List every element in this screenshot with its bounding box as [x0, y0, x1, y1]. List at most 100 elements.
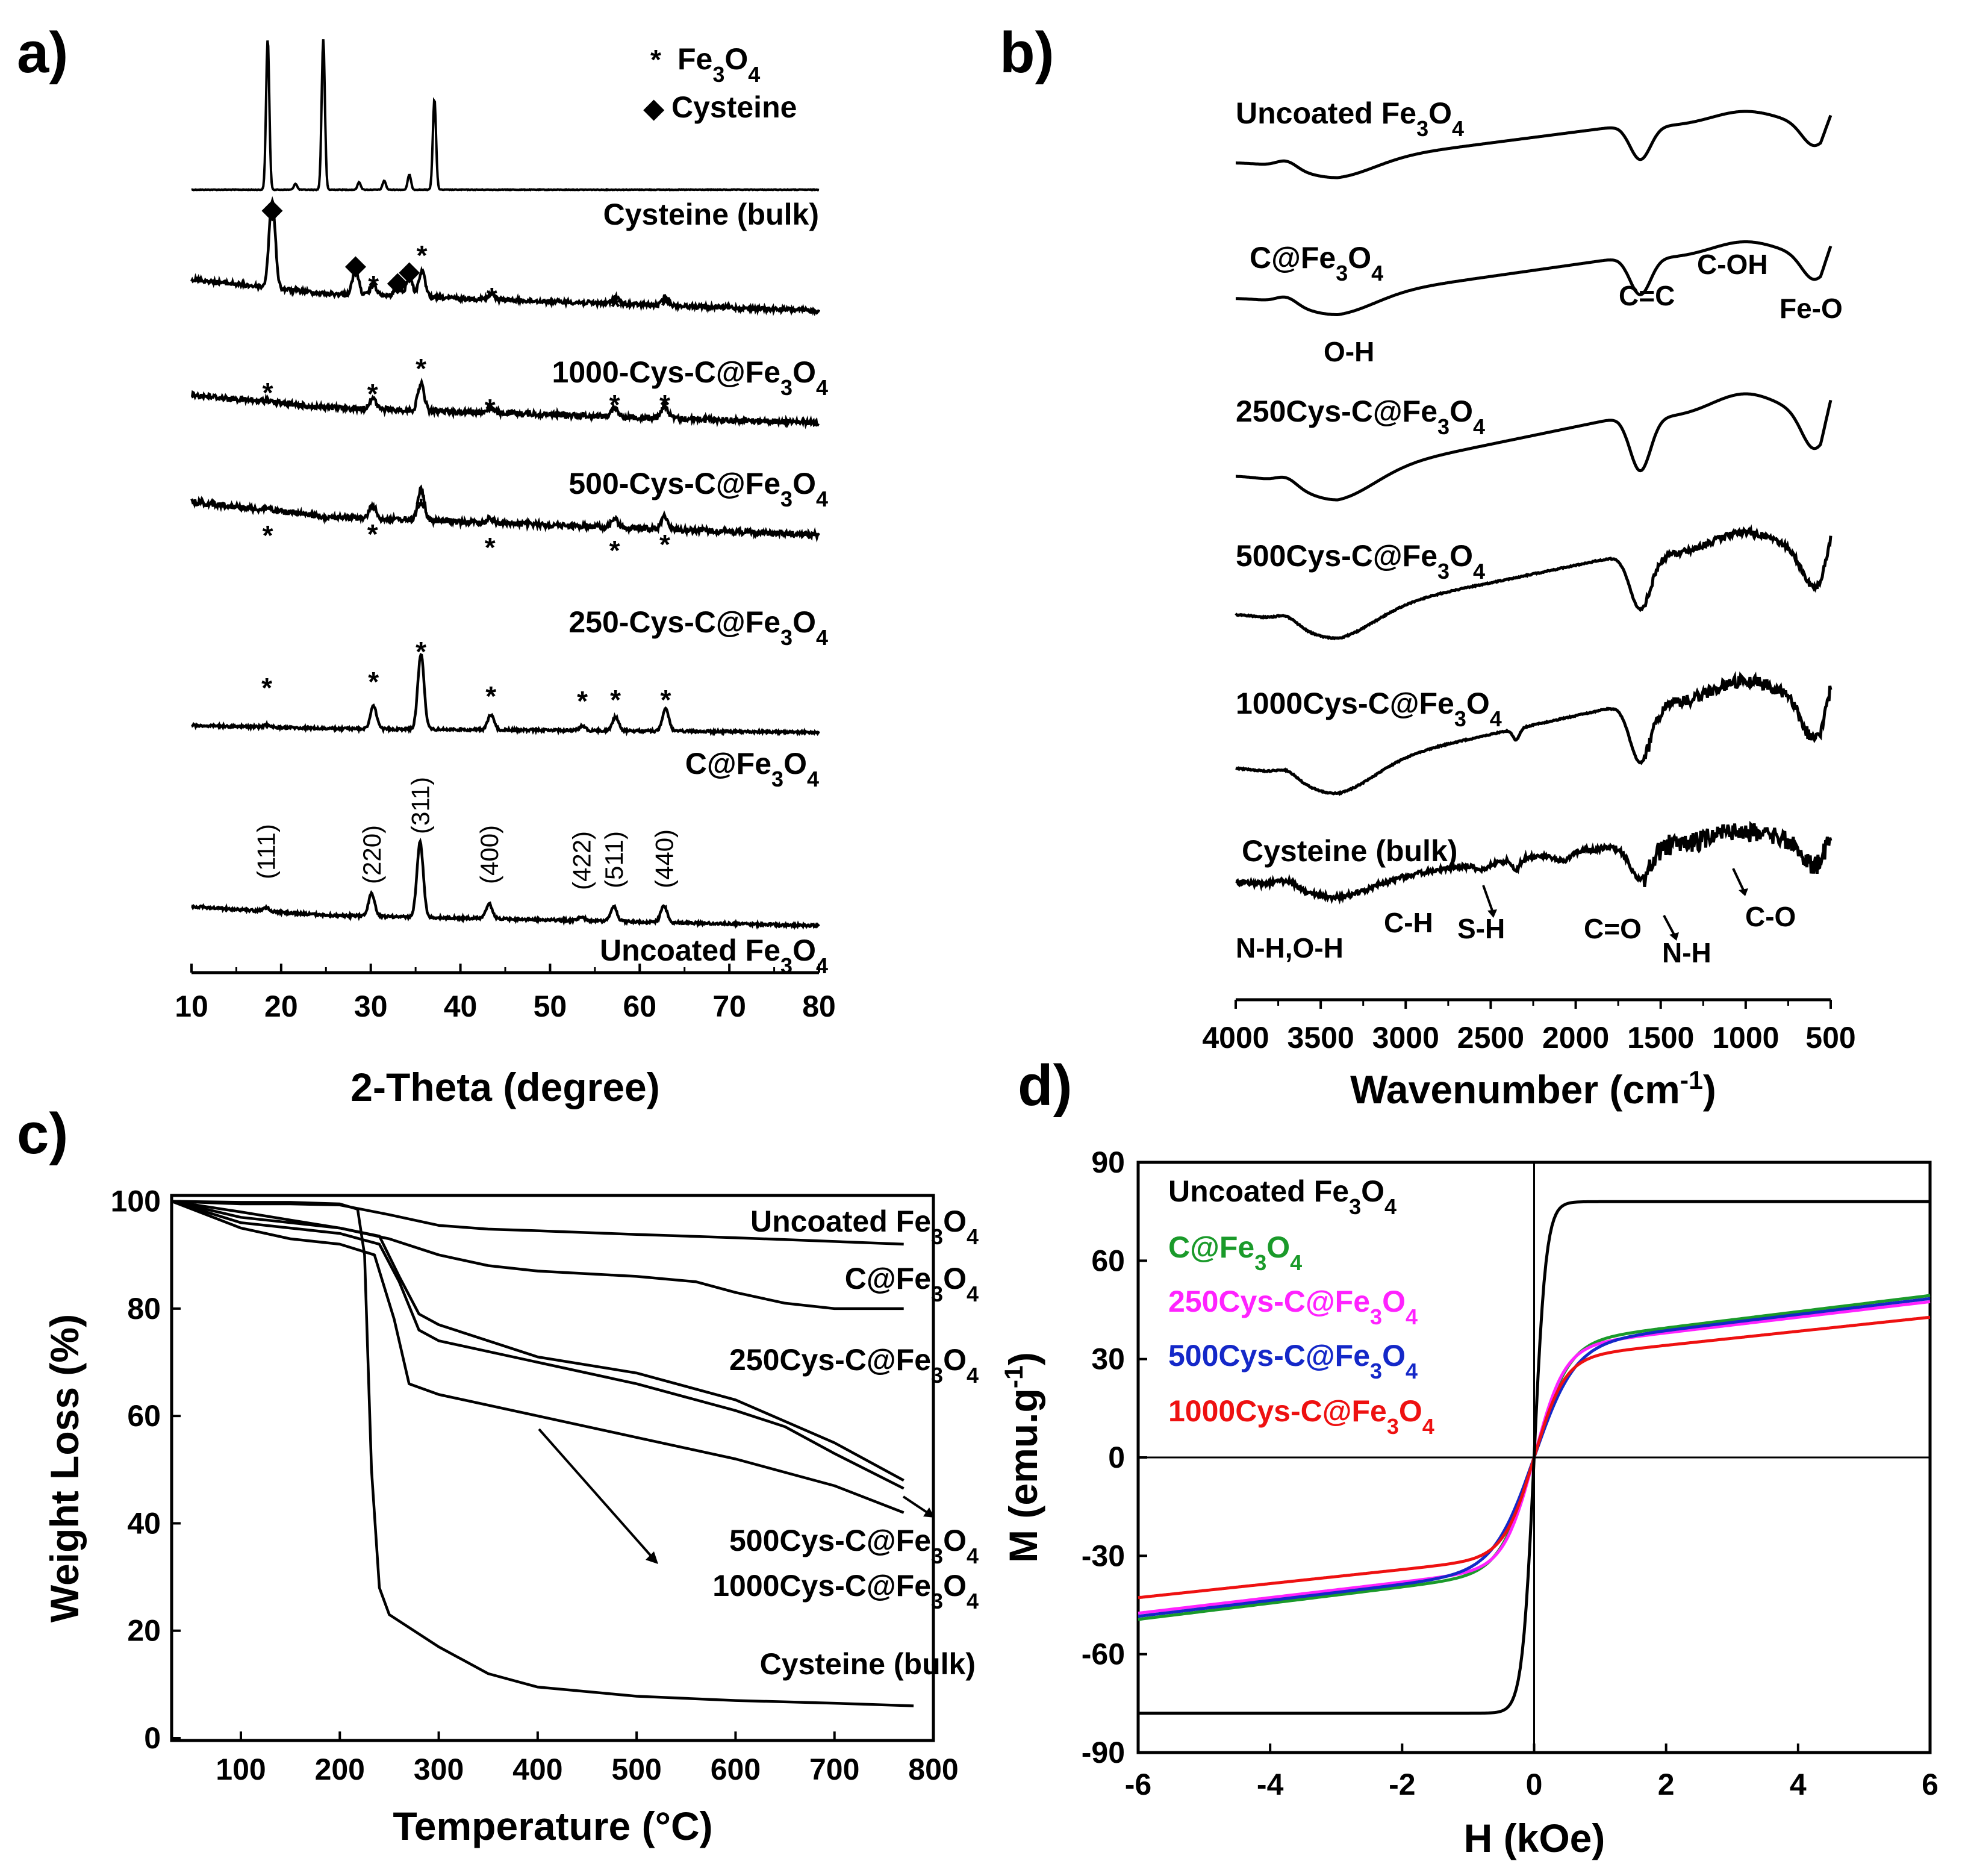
xrd-miller-label: (400)	[475, 825, 503, 884]
vsm-y-tick-label: -90	[1082, 1736, 1125, 1769]
tga-arrow-500	[902, 1495, 932, 1516]
ftir-label-1000cys: 1000Cys-C@Fe3O4	[1236, 687, 1502, 731]
xrd-legend: * Fe3O4 ◆ Cysteine	[643, 42, 797, 124]
tga-panel: 100 200 300 400 500 600 700 800 0 20 40 60 80 100 Te…	[42, 1185, 979, 1848]
xrd-fe3o4-star: *	[367, 378, 378, 410]
xrd-miller-label: (422)	[568, 831, 596, 890]
tga-x-axis-label: Temperature (°C)	[393, 1804, 712, 1848]
tga-series-labels: Uncoated Fe3O4 C@Fe3O4 250Cys-C@Fe3O4 50…	[712, 1204, 979, 1681]
xrd-peak-marks: *** * ** *** * ** *** * ** *** * * *◆◆◆◆	[261, 193, 671, 717]
ftir-x-tick-label: 500	[1805, 1021, 1855, 1055]
legend-fe3o4-text: Fe3O4	[677, 42, 760, 87]
ftir-ann-co: C=O	[1584, 913, 1642, 944]
ftir-band-annotations: O-H C=C C-OH Fe-O N-H,O-H C-H S-H C=O N-…	[1236, 249, 1843, 968]
xrd-x-tick-label: 40	[444, 989, 478, 1023]
panel-a-letter: a)	[17, 20, 68, 85]
tga-label-1000cys: 1000Cys-C@Fe3O4	[712, 1569, 979, 1613]
tga-y-tick-label: 0	[144, 1721, 161, 1755]
xrd-fe3o4-star: *	[609, 535, 620, 566]
xrd-fe3o4-star: *	[261, 672, 272, 703]
xrd-x-tick-label: 10	[175, 989, 208, 1023]
vsm-y-ticks: -90 -60 -30 0 30 60 90	[1082, 1145, 1147, 1769]
tga-y-ticks: 0 20 40 60 80 100	[111, 1185, 181, 1755]
legend-diamond-marker: ◆	[643, 92, 665, 123]
vsm-y-tick-label: 0	[1108, 1441, 1125, 1474]
ftir-x-ticks: 4000 3500 3000 2500 2000 1500 1000 500	[1202, 1000, 1856, 1055]
xrd-miller-indices: (111) (220) (311) (400) (422) (511) (440)	[252, 777, 679, 890]
tga-trace	[171, 1200, 904, 1246]
xrd-label-c-fe3o4: C@Fe3O4	[685, 747, 819, 791]
ftir-ann-coh: C-OH	[1697, 249, 1768, 280]
ftir-x-tick-label: 2000	[1542, 1021, 1609, 1055]
xrd-fe3o4-star: *	[416, 493, 426, 524]
tga-plot-frame	[170, 1194, 935, 1742]
tga-x-ticks: 100 200 300 400 500 600 700 800	[216, 1731, 959, 1786]
tga-x-tick-label: 300	[414, 1753, 464, 1786]
ftir-x-tick-label: 3000	[1372, 1021, 1439, 1055]
xrd-fe3o4-star: *	[416, 636, 426, 667]
xrd-trace	[191, 837, 820, 930]
xrd-series-labels: Cysteine (bulk) 1000-Cys-C@Fe3O4 500-Cys…	[552, 198, 828, 978]
vsm-legend: Uncoated Fe3O4 C@Fe3O4 250Cys-C@Fe3O4 50…	[1168, 1174, 1434, 1439]
xrd-fe3o4-star: *	[368, 270, 379, 301]
xrd-x-axis-label: 2-Theta (degree)	[350, 1065, 659, 1109]
xrd-fe3o4-star: *	[661, 290, 671, 321]
ftir-trace	[1236, 392, 1833, 502]
vsm-x-tick-label: 2	[1658, 1768, 1675, 1801]
vsm-y-tick-label: -60	[1082, 1638, 1125, 1671]
ftir-ann-c-o: C-O	[1745, 901, 1796, 932]
vsm-x-ticks: -6 -4 -2 0 2 4 6	[1125, 1744, 1938, 1801]
ftir-label-c-fe3o4: C@Fe3O4	[1250, 241, 1383, 285]
xrd-x-tick-label: 80	[802, 989, 836, 1023]
xrd-fe3o4-star: *	[609, 389, 620, 420]
tga-y-tick-label: 20	[127, 1614, 161, 1648]
xrd-fe3o4-star: *	[416, 353, 426, 384]
ftir-arrowhead-nh	[1669, 932, 1679, 941]
tga-trace	[171, 1200, 905, 1514]
tga-arrow-1000	[538, 1428, 655, 1560]
xrd-fe3o4-star: *	[367, 519, 378, 550]
vsm-series-group	[1138, 1162, 1931, 1753]
ftir-x-axis-label: Wavenumber (cm-1)	[1350, 1066, 1716, 1112]
tga-y-axis-label: Weight Loss (%)	[42, 1314, 87, 1622]
ftir-arrow-c-o	[1732, 868, 1745, 891]
ftir-series-labels: Uncoated Fe3O4 C@Fe3O4 250Cys-C@Fe3O4 50…	[1236, 96, 1502, 868]
tga-x-tick-label: 200	[315, 1753, 365, 1786]
vsm-y-tick-label: -30	[1082, 1539, 1125, 1572]
tga-label-cysteine: Cysteine (bulk)	[760, 1647, 976, 1681]
panel-b-letter: b)	[1000, 20, 1054, 85]
tga-x-tick-label: 800	[908, 1753, 958, 1786]
xrd-cysteine-diamond: ◆	[387, 266, 409, 297]
ftir-label-cysteine: Cysteine (bulk)	[1242, 834, 1457, 868]
xrd-fe3o4-star: *	[487, 282, 497, 313]
ftir-ann-ch: C-H	[1384, 907, 1433, 938]
xrd-label-cysteine: Cysteine (bulk)	[603, 198, 819, 231]
xrd-x-tick-label: 30	[354, 989, 388, 1023]
vsm-x-axis-label: H (kOe)	[1464, 1816, 1605, 1860]
ftir-arrow-sh	[1482, 885, 1493, 911]
xrd-label-250cys: 250-Cys-C@Fe3O4	[568, 605, 828, 650]
ftir-trace	[1235, 524, 1833, 641]
vsm-legend-1000cys: 1000Cys-C@Fe3O4	[1168, 1394, 1434, 1439]
xrd-fe3o4-star: *	[368, 666, 379, 697]
ftir-arrow-nh	[1663, 915, 1675, 935]
legend-star-marker: *	[650, 44, 661, 75]
vsm-trace	[1138, 1200, 1930, 1715]
vsm-x-tick-label: 6	[1922, 1768, 1938, 1801]
tga-y-tick-label: 40	[127, 1506, 161, 1540]
ftir-panel: 4000 3500 3000 2500 2000 1500 1000 500 Wavenumb…	[1202, 96, 1855, 1112]
tga-x-tick-label: 100	[216, 1753, 266, 1786]
vsm-legend-uncoated: Uncoated Fe3O4	[1168, 1174, 1397, 1219]
xrd-trace	[191, 39, 820, 192]
vsm-y-tick-label: 60	[1091, 1244, 1125, 1277]
xrd-fe3o4-star: *	[610, 684, 621, 715]
vsm-y-tick-label: 90	[1091, 1145, 1125, 1179]
xrd-label-uncoated: Uncoated Fe3O4	[600, 933, 828, 978]
xrd-miller-label: (220)	[358, 825, 386, 884]
tga-x-tick-label: 500	[611, 1753, 661, 1786]
xrd-x-tick-label: 70	[712, 989, 746, 1023]
tga-x-tick-label: 400	[512, 1753, 562, 1786]
xrd-fe3o4-star: *	[485, 532, 496, 563]
tga-arrowhead-500	[923, 1507, 935, 1518]
xrd-fe3o4-star: *	[263, 377, 273, 408]
